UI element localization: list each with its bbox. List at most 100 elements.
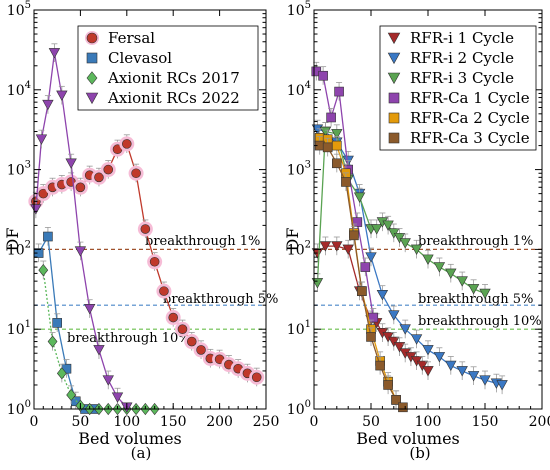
x-tick-label: 50 — [362, 414, 380, 430]
panel-a: breakthrough 1% breakthrough 5% breakthrou… — [3, 0, 279, 462]
x-tick-label: 250 — [253, 414, 280, 430]
legend-item: Axionit RCs 2022 — [85, 89, 240, 107]
data-point — [422, 366, 434, 377]
data-point — [353, 192, 366, 203]
y-tick-label: 102 — [287, 239, 311, 258]
data-point — [159, 286, 169, 296]
legend-item: RFR-i 2 Cycle — [387, 49, 514, 67]
legend-label: RFR-Ca 2 Cycle — [410, 109, 530, 127]
legend-item: Axionit RCs 2017 — [86, 69, 240, 87]
data-point — [371, 224, 383, 235]
data-point — [122, 139, 132, 149]
y-tick-label: 103 — [7, 160, 31, 179]
legend-marker — [85, 92, 99, 105]
reference-line-label: breakthrough 1% — [145, 234, 260, 249]
data-point — [391, 395, 401, 405]
y-axis-label: DF — [3, 228, 22, 252]
x-tick-label: 0 — [30, 414, 39, 430]
data-point — [393, 342, 406, 353]
data-point — [456, 276, 468, 287]
data-point — [83, 304, 96, 315]
data-point — [388, 310, 400, 321]
data-point — [331, 129, 343, 140]
data-point — [43, 231, 53, 242]
reference-line-label: breakthrough 1% — [418, 234, 533, 249]
x-tick-label: 0 — [310, 414, 319, 430]
data-point — [467, 284, 480, 295]
y-tick-label: 100 — [7, 399, 31, 418]
data-point — [479, 288, 491, 300]
data-point — [111, 392, 124, 403]
data-point — [342, 244, 354, 255]
y-tick-label: 102 — [7, 239, 31, 258]
legend-box — [77, 25, 259, 111]
legend-label: RFR-Ca 1 Cycle — [410, 89, 530, 107]
data-point — [334, 86, 344, 97]
legend-label: RFR-i 1 Cycle — [410, 29, 514, 47]
x-tick-label: 200 — [529, 414, 550, 430]
y-tick-label: 105 — [7, 0, 31, 19]
data-point — [326, 112, 336, 123]
legend-item: RFR-Ca 1 Cycle — [388, 89, 530, 107]
legend-item: RFR-Ca 3 Cycle — [388, 129, 530, 147]
data-point — [168, 312, 178, 323]
legend-box — [379, 25, 537, 151]
x-tick-label: 150 — [472, 414, 499, 430]
data-point — [38, 188, 49, 199]
data-point — [75, 182, 86, 193]
y-tick-label: 104 — [7, 80, 31, 99]
reference-line-label: breakthrough 5% — [163, 292, 278, 307]
data-point — [56, 367, 67, 380]
data-point — [422, 345, 434, 356]
axes-frame — [33, 9, 267, 410]
data-point — [368, 312, 379, 323]
data-point — [422, 254, 434, 265]
y-axis-label: DF — [283, 228, 302, 252]
data-point — [35, 134, 48, 145]
legend-marker — [387, 52, 401, 65]
x-tick-label: 100 — [415, 414, 442, 430]
data-point — [376, 289, 389, 301]
data-point — [56, 90, 68, 102]
legend-marker — [388, 132, 400, 144]
y-tick-label: 101 — [287, 319, 311, 338]
data-point — [456, 366, 468, 377]
x-tick-label: 150 — [160, 414, 187, 430]
x-tick-label: 50 — [71, 414, 89, 430]
panel-caption: (b) — [409, 444, 430, 462]
legend-item: RFR-i 1 Cycle — [387, 29, 514, 47]
data-point — [398, 402, 408, 413]
data-point — [319, 241, 332, 252]
data-point — [393, 232, 406, 244]
y-tick-label: 103 — [287, 160, 311, 179]
data-point — [42, 99, 54, 111]
legend-label: Axionit RCs 2022 — [107, 89, 240, 107]
x-tick-label: 100 — [113, 414, 140, 430]
reference-line-label: breakthrough 10% — [418, 314, 542, 329]
legend-item: RFR-i 3 Cycle — [387, 69, 514, 87]
y-tick-label: 101 — [7, 319, 31, 338]
data-point — [341, 177, 351, 187]
data-point — [433, 262, 446, 273]
data-point — [140, 224, 151, 234]
panel-caption: (a) — [131, 444, 152, 462]
data-point — [30, 204, 42, 215]
data-point — [196, 345, 206, 355]
legend-marker — [388, 112, 400, 124]
legend-label: RFR-i 3 Cycle — [410, 69, 514, 87]
data-point — [74, 246, 87, 257]
legend-marker — [86, 32, 98, 44]
series — [30, 43, 133, 413]
data-point — [349, 230, 359, 241]
data-point — [496, 380, 508, 391]
series-line — [35, 52, 128, 408]
data-point — [331, 158, 342, 169]
data-point — [399, 324, 411, 335]
y-tick-label: 105 — [287, 0, 311, 19]
legend-marker — [388, 92, 400, 104]
data-point — [103, 164, 114, 175]
data-point — [410, 244, 423, 255]
data-point — [399, 238, 411, 249]
data-point — [467, 371, 480, 382]
